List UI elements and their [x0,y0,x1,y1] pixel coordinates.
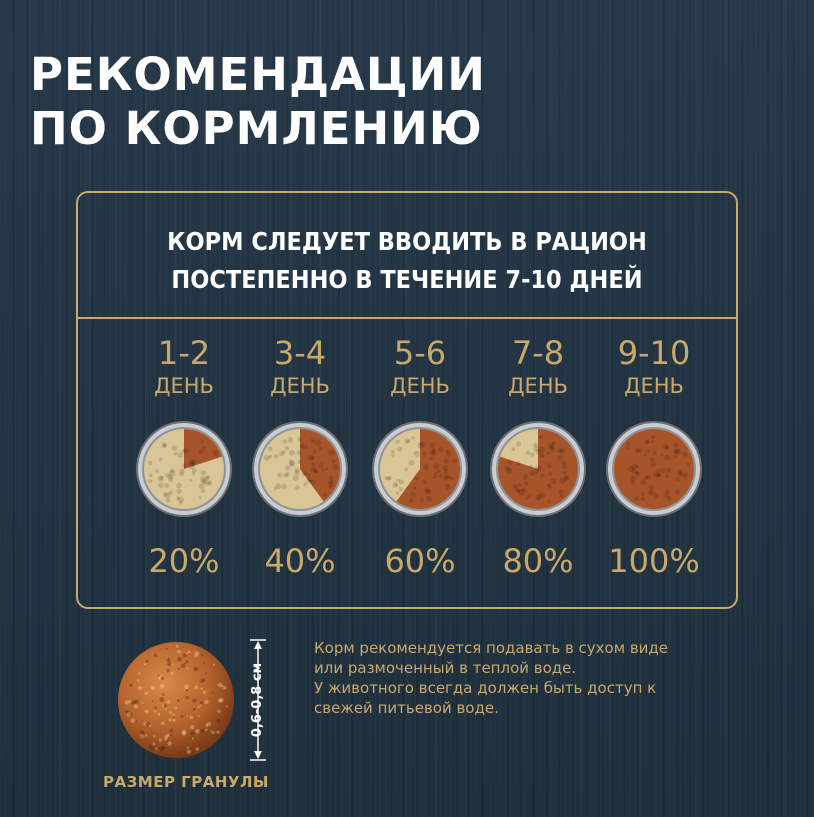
dimension-arrow-icon [250,639,266,761]
schedule-step: 9-10 ДЕНЬ 100% [594,333,714,593]
kibble-granule-icon [118,642,234,758]
food-bowl-icon [252,421,348,517]
food-bowl-icon [490,421,586,517]
schedule-intro: КОРМ СЛЕДУЕТ ВВОДИТЬ В РАЦИОН ПОСТЕПЕННО… [78,223,736,299]
step-unit: ДЕНЬ [624,374,684,398]
step-unit: ДЕНЬ [270,374,330,398]
schedule-step: 7-8 ДЕНЬ 80% [478,333,598,593]
page-title: РЕКОМЕНДАЦИИ ПО КОРМЛЕНИЮ [30,48,486,156]
schedule-divider [78,317,736,319]
step-unit: ДЕНЬ [508,374,568,398]
schedule-intro-line-1: КОРМ СЛЕДУЕТ ВВОДИТЬ В РАЦИОН [167,227,647,256]
schedule-intro-line-2: ПОСТЕПЕННО В ТЕЧЕНИЕ 7-10 ДНЕЙ [171,265,643,294]
feeding-note-line-2: или размоченный в теплой воде. [314,659,577,677]
schedule-step: 3-4 ДЕНЬ 40% [240,333,360,593]
feeding-note-line-3: У животного всегда должен быть доступ к [314,679,657,697]
step-days: 1-2 [157,334,211,372]
page-title-line-2: ПО КОРМЛЕНИЮ [30,102,483,155]
step-days: 3-4 [273,334,327,372]
step-days: 7-8 [511,334,565,372]
page-title-line-1: РЕКОМЕНДАЦИИ [30,48,486,101]
schedule-step: 5-6 ДЕНЬ 60% [360,333,480,593]
feeding-note-line-1: Корм рекомендуется подавать в сухом виде [314,639,669,657]
feeding-note-line-4: свежей питьевой воде. [314,699,499,717]
step-days: 5-6 [393,334,447,372]
food-bowl-icon [136,421,232,517]
feeding-note: Корм рекомендуется подавать в сухом виде… [314,638,784,718]
food-bowl-icon [372,421,468,517]
schedule-step: 1-2 ДЕНЬ 20% [124,333,244,593]
step-percent: 60% [384,542,456,580]
step-percent: 40% [264,542,336,580]
granule-size-text: 0,6-0,8 см [250,662,265,738]
schedule-steps: 1-2 ДЕНЬ 20% 3-4 ДЕНЬ 40% 5-6 ДЕНЬ 60% 7… [78,333,736,593]
step-percent: 100% [608,542,700,580]
granule-caption: РАЗМЕР ГРАНУЛЫ [103,773,269,791]
step-percent: 20% [148,542,220,580]
step-unit: ДЕНЬ [390,374,450,398]
food-bowl-icon [606,421,702,517]
step-percent: 80% [502,542,574,580]
step-unit: ДЕНЬ [154,374,214,398]
step-days: 9-10 [617,334,691,372]
feeding-schedule-panel: КОРМ СЛЕДУЕТ ВВОДИТЬ В РАЦИОН ПОСТЕПЕННО… [76,191,738,609]
